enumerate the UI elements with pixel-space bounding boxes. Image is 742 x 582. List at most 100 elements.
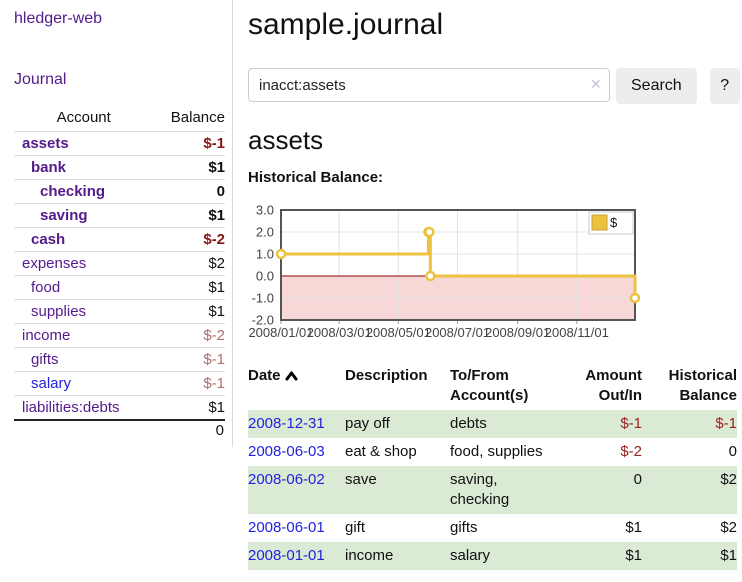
accounts-header-row: Account Balance (14, 106, 225, 132)
clear-search-icon[interactable]: × (590, 74, 601, 94)
page-title: sample.journal (248, 8, 444, 41)
transaction-accounts: saving, checking (450, 471, 510, 508)
transaction-date-link[interactable]: 2008-12-31 (248, 415, 325, 432)
account-balance: $1 (153, 395, 225, 420)
transaction-description: pay off (345, 415, 390, 432)
account-balance: $-1 (153, 371, 225, 396)
account-row: salary $-1 (14, 371, 225, 396)
main-content: sample.journal × Search ? assets Histori… (248, 0, 742, 570)
transaction-balance: 0 (728, 443, 737, 460)
account-balance: 0 (153, 179, 225, 204)
account-row: expenses $2 (14, 251, 225, 276)
col-balance: Historical Balance (668, 367, 737, 404)
account-row: cash $-2 (14, 227, 225, 252)
svg-text:-1.0: -1.0 (252, 291, 274, 306)
sidebar: hledger-web Journal Account Balance asse… (0, 0, 233, 447)
accounts-total-row: 0 (14, 419, 225, 440)
transaction-amount: $1 (625, 547, 642, 564)
account-link[interactable]: gifts (31, 351, 59, 368)
transaction-amount: $-1 (620, 415, 642, 432)
svg-text:2008/11/01: 2008/11/01 (545, 325, 609, 340)
svg-text:0.0: 0.0 (256, 269, 274, 284)
search-button[interactable]: Search (616, 68, 697, 104)
account-row: assets $-1 (14, 131, 225, 156)
transaction-balance: $2 (720, 471, 737, 488)
account-link[interactable]: liabilities:debts (22, 399, 120, 416)
col-date-sort[interactable]: Date (248, 364, 345, 410)
svg-text:2.0: 2.0 (256, 225, 274, 240)
transaction-row: 2008-06-02 save saving, checking 0 $2 (248, 466, 737, 514)
accounts-body: assets $-1 bank $1 checking 0 saving $1 cash $-2 e… (14, 131, 225, 420)
col-amount: Amount Out/In (585, 367, 642, 404)
transaction-row: 2008-06-03 eat & shop food, supplies $-2 0 (248, 438, 737, 466)
svg-text:3.0: 3.0 (256, 203, 274, 218)
transactions-header-row: Date Description To/From Account(s) Amou… (248, 364, 737, 410)
transaction-amount: 0 (633, 471, 642, 488)
svg-text:2008/09/01: 2008/09/01 (485, 325, 550, 340)
chart-title: Historical Balance: (248, 169, 384, 186)
account-link[interactable]: income (22, 327, 71, 344)
account-balance: $1 (153, 155, 225, 180)
account-link[interactable]: saving (40, 207, 88, 224)
account-balance: $-2 (153, 323, 225, 348)
svg-text:2008/05/01: 2008/05/01 (366, 325, 431, 340)
transaction-date-link[interactable]: 2008-06-01 (248, 519, 325, 536)
svg-text:$: $ (610, 215, 618, 230)
transactions-table: Date Description To/From Account(s) Amou… (248, 364, 737, 570)
account-row: income $-2 (14, 323, 225, 348)
chart-legend: $ (588, 211, 634, 235)
search-input[interactable] (248, 68, 610, 102)
transaction-date-link[interactable]: 2008-06-03 (248, 443, 325, 460)
account-row: checking 0 (14, 179, 225, 204)
svg-text:1.0: 1.0 (256, 247, 274, 262)
transaction-date-link[interactable]: 2008-01-01 (248, 547, 325, 564)
transaction-accounts: food, supplies (450, 443, 543, 460)
transaction-row: 2008-01-01 income salary $1 $1 (248, 542, 737, 570)
transaction-description: income (345, 547, 394, 564)
account-link[interactable]: bank (31, 159, 67, 176)
search-help-button[interactable]: ? (709, 68, 740, 104)
account-row: food $1 (14, 275, 225, 300)
account-heading: assets (248, 125, 324, 155)
transaction-amount: $1 (625, 519, 642, 536)
transaction-row: 2008-06-01 gift gifts $1 $2 (248, 514, 737, 542)
account-link[interactable]: assets (22, 135, 69, 152)
app-brand-link[interactable]: hledger-web (14, 10, 103, 27)
accounts-total-balance: 0 (153, 419, 225, 440)
accounts-table: Account Balance assets $-1 bank $1 checking 0… (14, 106, 225, 440)
account-link[interactable]: supplies (31, 303, 87, 320)
account-row: saving $1 (14, 203, 225, 228)
transaction-amount: $-2 (620, 443, 642, 460)
transaction-accounts: gifts (450, 519, 478, 536)
account-balance: $-2 (153, 227, 225, 252)
account-row: liabilities:debts $1 (14, 395, 225, 420)
account-row: supplies $1 (14, 299, 225, 324)
account-link[interactable]: food (31, 279, 61, 296)
account-row: gifts $-1 (14, 347, 225, 372)
svg-text:2008/07/01: 2008/07/01 (425, 325, 490, 340)
chart-container: 3.0 2.0 1.0 0.0 -1.0 -2.0 2008/01/01 2008/03/01… (248, 202, 742, 342)
col-description: Description (345, 367, 428, 384)
account-link[interactable]: expenses (22, 255, 87, 272)
account-balance: $1 (153, 203, 225, 228)
transaction-balance: $-1 (715, 415, 737, 432)
sidebar-item-journal[interactable]: Journal (14, 71, 67, 88)
balance-chart: 3.0 2.0 1.0 0.0 -1.0 -2.02008/01/012008/03/01… (248, 203, 641, 340)
account-row: bank $1 (14, 155, 225, 180)
transaction-balance: $2 (720, 519, 737, 536)
svg-text:-2.0: -2.0 (252, 313, 274, 328)
legend-swatch (591, 214, 608, 231)
account-link[interactable]: salary (31, 375, 72, 392)
account-link[interactable]: checking (40, 183, 106, 200)
account-balance: $-1 (153, 347, 225, 372)
account-link[interactable]: cash (31, 231, 66, 248)
accounts-col-account: Account (56, 109, 111, 126)
search-form: × Search ? (248, 68, 742, 104)
transaction-date-link[interactable]: 2008-06-02 (248, 471, 325, 488)
transaction-accounts: debts (450, 415, 487, 432)
col-accounts: To/From Account(s) (450, 367, 529, 404)
transactions-body: 2008-12-31 pay off debts $-1 $-1 2008-06-03 ea… (248, 410, 737, 570)
transaction-row: 2008-12-31 pay off debts $-1 $-1 (248, 410, 737, 438)
accounts-col-balance: Balance (170, 109, 225, 126)
account-balance: $1 (153, 275, 225, 300)
